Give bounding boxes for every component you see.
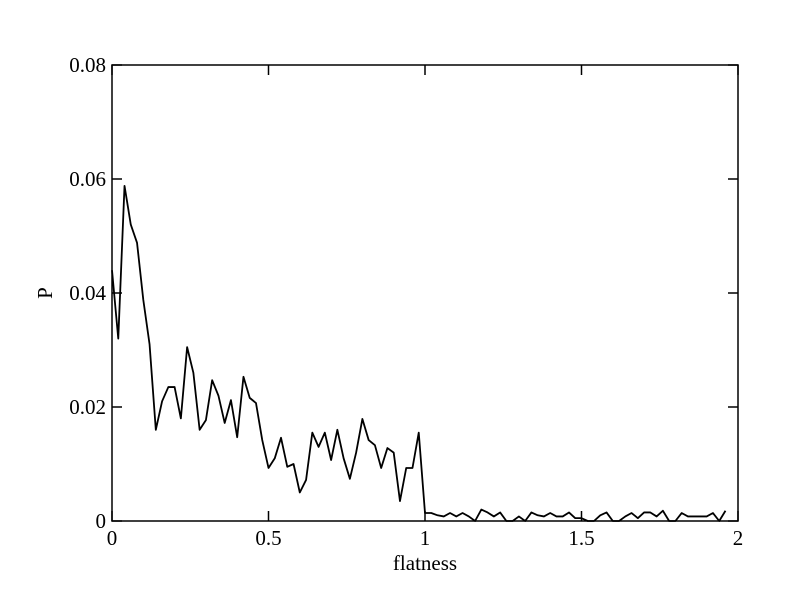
x-tick-label: 1.5: [568, 526, 594, 550]
x-tick-label: 1: [420, 526, 431, 550]
x-tick-label: 0: [107, 526, 118, 550]
y-tick-label: 0.06: [69, 167, 106, 191]
x-tick-label: 0.5: [255, 526, 281, 550]
y-tick-label: 0.04: [69, 281, 106, 305]
y-tick-label: 0: [96, 509, 107, 533]
x-axis-label: flatness: [393, 551, 457, 575]
y-axis-label: P: [33, 287, 57, 299]
y-tick-label: 0.02: [69, 395, 106, 419]
y-tick-label: 0.08: [69, 53, 106, 77]
data-line: [111, 184, 727, 522]
x-tick-label: 2: [733, 526, 744, 550]
plot-frame: [111, 64, 739, 522]
